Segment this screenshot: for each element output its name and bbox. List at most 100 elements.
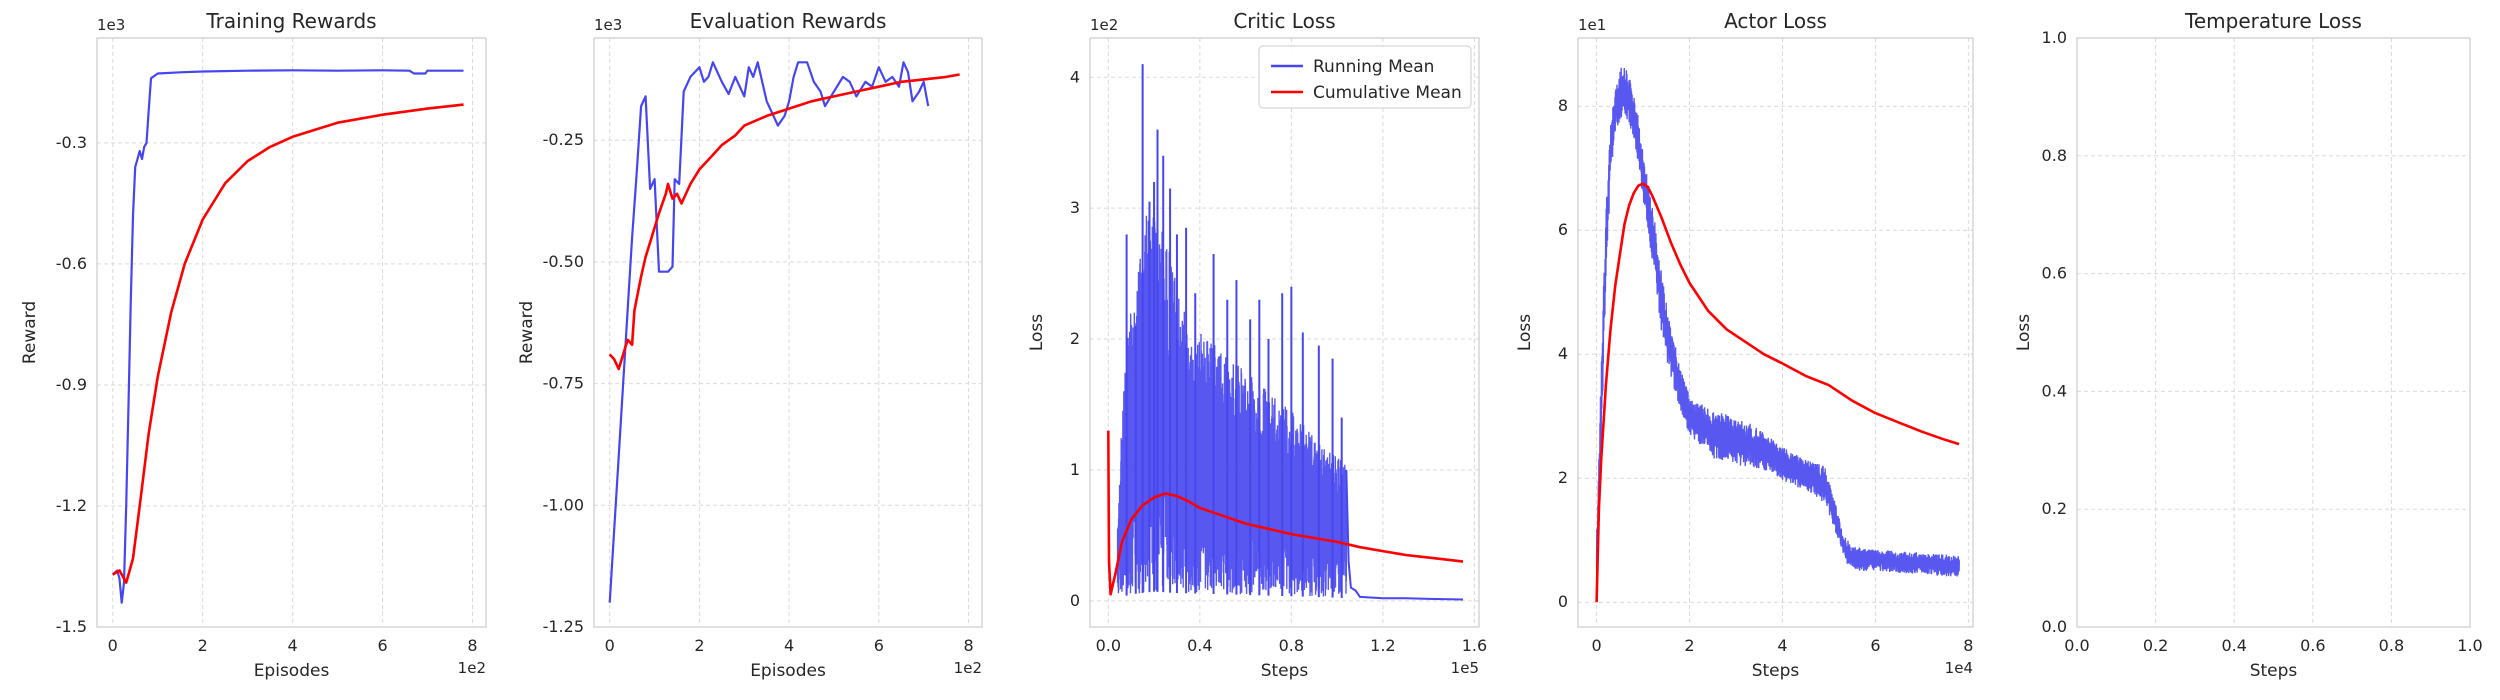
- x-offset-label: 1e5: [1451, 659, 1479, 677]
- x-tick-label: 0.8: [1279, 636, 1304, 655]
- cumulative-mean-line: [608, 73, 960, 371]
- axes-frame: [593, 37, 983, 628]
- axes-frame: [96, 37, 487, 628]
- x-tick-label: 0: [605, 636, 615, 655]
- y-tick-label: -1.00: [543, 495, 584, 514]
- x-tick-label: 1.0: [2457, 636, 2482, 655]
- x-axis-label: Steps: [1261, 661, 1309, 681]
- y-tick-label: 3: [1070, 198, 1080, 217]
- x-tick-label: 0.2: [2143, 636, 2168, 655]
- x-tick-label: 8: [467, 636, 477, 655]
- chart-title: Evaluation Rewards: [690, 9, 887, 33]
- x-tick-label: 0.6: [2300, 636, 2325, 655]
- x-tick-label: 8: [963, 636, 973, 655]
- x-tick-label: 0: [1591, 636, 1601, 655]
- y-tick-label: 8: [1558, 96, 1568, 115]
- running-mean-band: [1116, 215, 1348, 597]
- cumulative-mean-line: [1107, 430, 1464, 596]
- y-tick-label: -1.5: [56, 617, 87, 636]
- running-mean-line: [608, 61, 930, 603]
- y-tick-label: 6: [1558, 220, 1568, 239]
- cumulative-mean-line: [112, 103, 464, 584]
- legend: Running Mean Cumulative Mean: [1258, 45, 1472, 109]
- plot-content: [1107, 64, 1464, 601]
- axes-frame: [2076, 37, 2471, 628]
- running-mean-line: [111, 69, 464, 604]
- y-tick-label: 1: [1070, 460, 1080, 479]
- y-tick-label: 1.0: [2042, 28, 2067, 47]
- y-tick-label: -0.6: [56, 254, 87, 273]
- plot-area: [594, 38, 982, 627]
- chart-title: Critic Loss: [1233, 9, 1335, 33]
- x-tick-label: 1.6: [1462, 636, 1487, 655]
- y-offset-label: 1e1: [1578, 16, 1606, 34]
- x-tick-label: 0: [108, 636, 118, 655]
- plot-area: [2077, 38, 2470, 627]
- x-tick-label: 4: [1777, 636, 1787, 655]
- y-tick-label: 0.4: [2042, 381, 2067, 400]
- running-mean-band: [1595, 67, 1960, 577]
- y-offset-label: 1e2: [1090, 16, 1118, 34]
- y-tick-label: 0.0: [2042, 617, 2067, 636]
- x-axis-label: Steps: [2250, 661, 2298, 681]
- y-tick-label: 2: [1070, 329, 1080, 348]
- plot-area: [1578, 38, 1973, 627]
- y-axis-label: Loss: [1515, 314, 1535, 351]
- cumulative-mean-line: [1595, 182, 1960, 603]
- x-axis-label: Steps: [1752, 661, 1800, 681]
- x-offset-label: 1e2: [458, 659, 486, 677]
- x-tick-label: 0.0: [2064, 636, 2089, 655]
- legend-box: [1258, 45, 1472, 109]
- y-tick-label: -0.50: [543, 252, 584, 271]
- y-tick-label: 0.8: [2042, 146, 2067, 165]
- y-axis-label: Loss: [2014, 314, 2034, 351]
- x-axis-label: Episodes: [750, 661, 826, 681]
- x-tick-label: 4: [784, 636, 794, 655]
- chart-1: 0 2 4 6 8 -1.5 -1.2 -0.9 -0.6 -0.3 Training Reward…: [20, 9, 487, 681]
- x-tick-label: 2: [1684, 636, 1694, 655]
- x-tick-label: 1.2: [1370, 636, 1395, 655]
- axes-frame: [1577, 37, 1974, 628]
- y-offset-label: 1e3: [97, 16, 125, 34]
- x-tick-label: 2: [694, 636, 704, 655]
- x-tick-label: 2: [198, 636, 208, 655]
- y-tick-label: -0.75: [543, 374, 584, 393]
- x-tick-label: 4: [288, 636, 298, 655]
- chart-title: Actor Loss: [1724, 9, 1827, 33]
- axes-frame: [1089, 37, 1480, 628]
- x-tick-label: 6: [1870, 636, 1880, 655]
- y-tick-label: -1.2: [56, 496, 87, 515]
- y-axis-label: Reward: [20, 301, 40, 364]
- chart-5: 0.0 0.2 0.4 0.6 0.8 1.0 0.0 0.2 0.4 0.6 0.8 1.0 Temp…: [2014, 9, 2483, 681]
- y-tick-label: -0.3: [56, 133, 87, 152]
- y-tick-label: -0.25: [543, 130, 584, 149]
- legend-label: Running Mean: [1313, 57, 1434, 77]
- x-tick-label: 6: [377, 636, 387, 655]
- chart-title: Training Rewards: [205, 9, 376, 33]
- x-tick-label: 0.8: [2379, 636, 2404, 655]
- y-tick-label: 2: [1558, 468, 1568, 487]
- chart-3: 0.0 0.4 0.8 1.2 1.6 0 1 2 3 4 Critic Loss Steps Loss…: [1027, 9, 1487, 681]
- y-tick-label: 0: [1558, 592, 1568, 611]
- chart-4: 0 2 4 6 8 0 2 4 6 8 Actor Loss Steps Loss 1e4 1e1: [1515, 9, 1974, 681]
- y-tick-label: 0.2: [2042, 499, 2067, 518]
- x-axis-label: Episodes: [254, 661, 330, 681]
- y-axis-label: Loss: [1027, 314, 1047, 351]
- chart-2: 0 2 4 6 8 -1.25 -1.00 -0.75 -0.50 -0.25 Evaluation…: [517, 9, 983, 681]
- running-mean-tail: [1345, 469, 1464, 601]
- y-tick-label: -0.9: [56, 375, 87, 394]
- x-tick-label: 0.4: [2221, 636, 2246, 655]
- x-tick-label: 6: [874, 636, 884, 655]
- y-tick-label: 4: [1558, 344, 1568, 363]
- plot-content: [1595, 67, 1960, 603]
- y-axis-label: Reward: [517, 301, 537, 364]
- y-tick-label: 4: [1070, 67, 1080, 86]
- plot-content: [608, 61, 960, 603]
- plot-content: [111, 69, 464, 604]
- plot-area: [97, 38, 486, 627]
- y-tick-label: -1.25: [543, 617, 584, 636]
- chart-title: Temperature Loss: [2184, 9, 2362, 33]
- y-offset-label: 1e3: [594, 16, 622, 34]
- x-tick-label: 0.0: [1096, 636, 1121, 655]
